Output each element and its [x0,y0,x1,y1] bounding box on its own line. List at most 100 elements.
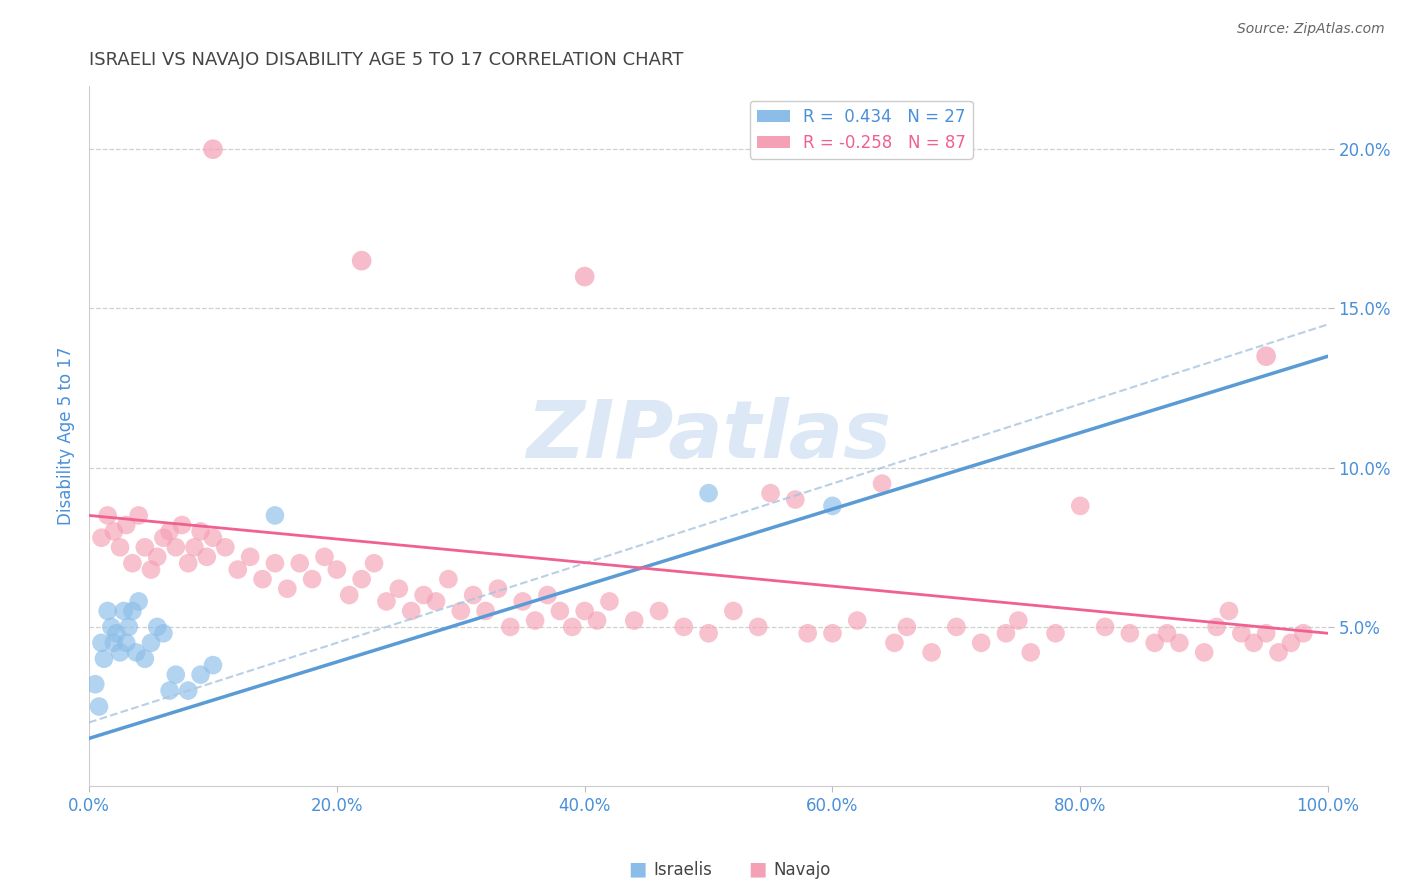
Point [648,604,671,618]
Point [128,508,150,523]
Point [970,636,993,650]
Point [1243,636,1265,650]
Point [1143,636,1166,650]
Point [574,604,596,618]
Point [134,541,156,555]
Point [1019,645,1042,659]
Point [672,620,695,634]
Point [159,524,181,539]
Point [264,556,287,570]
Point [190,524,212,539]
Point [90,531,112,545]
Point [252,572,274,586]
Point [883,636,905,650]
Point [1256,626,1278,640]
Point [1119,626,1142,640]
Point [118,620,141,634]
Point [84,677,107,691]
Point [139,563,162,577]
Point [201,531,224,545]
Point [697,486,720,500]
Point [350,253,373,268]
Point [474,604,496,618]
Point [796,626,818,640]
Point [548,604,571,618]
Point [1069,499,1091,513]
Point [337,588,360,602]
Point [121,556,143,570]
Legend: R =  0.434   N = 27, R = -0.258   N = 87: R = 0.434 N = 27, R = -0.258 N = 87 [749,101,973,159]
Text: ISRAELI VS NAVAJO DISABILITY AGE 5 TO 17 CORRELATION CHART: ISRAELI VS NAVAJO DISABILITY AGE 5 TO 17… [89,51,683,69]
Point [90,636,112,650]
Point [1192,645,1215,659]
Point [276,582,298,596]
Point [399,604,422,618]
Point [697,626,720,640]
Point [1045,626,1067,640]
Point [870,476,893,491]
Point [574,269,596,284]
Point [1230,626,1253,640]
Point [486,582,509,596]
Point [463,588,485,602]
Point [1218,604,1240,618]
Point [97,508,120,523]
Point [152,626,174,640]
Y-axis label: Disability Age 5 to 17: Disability Age 5 to 17 [58,347,75,525]
Point [128,594,150,608]
Point [1094,620,1116,634]
Point [121,604,143,618]
Point [623,614,645,628]
Point [326,563,349,577]
Point [350,572,373,586]
Point [723,604,745,618]
Point [165,667,187,681]
Point [1279,636,1302,650]
Point [195,549,218,564]
Point [264,508,287,523]
Text: ■: ■ [748,860,766,879]
Point [170,518,193,533]
Point [363,556,385,570]
Point [301,572,323,586]
Point [87,699,110,714]
Point [499,620,522,634]
Point [108,645,131,659]
Point [103,636,125,650]
Point [108,541,131,555]
Point [125,645,148,659]
Point [412,588,434,602]
Point [183,541,205,555]
Text: Navajo: Navajo [773,861,831,879]
Point [1267,645,1289,659]
Text: ■: ■ [628,860,647,879]
Point [896,620,918,634]
Point [1205,620,1227,634]
Point [100,620,122,634]
Point [152,531,174,545]
Point [1156,626,1178,640]
Point [821,499,844,513]
Point [314,549,336,564]
Point [821,626,844,640]
Point [437,572,460,586]
Point [1007,614,1029,628]
Point [288,556,311,570]
Point [177,556,200,570]
Text: Source: ZipAtlas.com: Source: ZipAtlas.com [1237,22,1385,37]
Point [586,614,609,628]
Point [115,636,138,650]
Point [561,620,583,634]
Point [1256,349,1278,363]
Point [945,620,967,634]
Point [134,652,156,666]
Point [598,594,620,608]
Point [747,620,769,634]
Point [105,626,128,640]
Point [159,683,181,698]
Point [201,142,224,156]
Point [994,626,1017,640]
Point [177,683,200,698]
Point [165,541,187,555]
Point [112,604,135,618]
